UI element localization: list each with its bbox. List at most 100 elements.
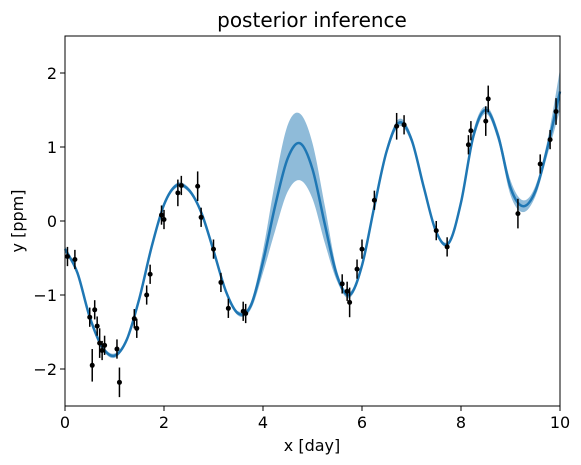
point-marker <box>147 271 153 277</box>
data-point <box>537 154 543 174</box>
plot-area <box>63 69 562 398</box>
y-tick-label: 2 <box>47 64 57 83</box>
point-marker <box>195 183 201 189</box>
point-marker <box>344 288 350 294</box>
data-point <box>371 190 377 210</box>
point-marker <box>114 346 120 352</box>
data-point <box>225 298 231 318</box>
data-point <box>547 129 553 150</box>
point-marker <box>243 311 249 316</box>
data-point <box>347 287 353 318</box>
y-tick-label: −1 <box>33 286 57 305</box>
data-point <box>515 198 521 229</box>
point-marker <box>116 379 122 385</box>
data-point <box>114 339 120 359</box>
data-point <box>344 281 350 301</box>
data-point <box>198 207 204 227</box>
point-marker <box>547 137 553 143</box>
data-point <box>97 328 103 358</box>
point-marker <box>218 279 224 285</box>
data-point <box>394 112 400 140</box>
points-layer <box>64 85 559 398</box>
point-marker <box>553 108 559 114</box>
point-marker <box>394 123 400 129</box>
data-point <box>485 85 491 113</box>
data-point <box>72 249 78 270</box>
data-point <box>243 303 249 324</box>
data-point <box>218 272 224 293</box>
point-marker <box>225 305 231 311</box>
point-marker <box>347 299 353 305</box>
data-point <box>87 307 93 327</box>
point-marker <box>359 246 365 252</box>
point-marker <box>99 348 105 353</box>
data-point <box>553 98 559 125</box>
data-point <box>339 274 345 294</box>
point-marker <box>483 118 489 124</box>
x-tick-label: 8 <box>456 413 466 432</box>
data-point <box>99 340 105 361</box>
point-marker <box>89 362 95 368</box>
point-marker <box>401 122 407 128</box>
point-marker <box>102 342 108 348</box>
point-marker <box>354 266 360 272</box>
point-marker <box>468 128 474 134</box>
point-marker <box>515 211 521 217</box>
data-point <box>94 316 100 336</box>
chart-title: posterior inference <box>217 8 407 32</box>
data-point <box>131 309 137 329</box>
point-marker <box>433 228 439 234</box>
point-marker <box>134 325 140 331</box>
data-point <box>147 264 153 284</box>
y-tick-label: 0 <box>47 212 57 231</box>
data-point <box>444 237 450 257</box>
data-point <box>102 335 108 355</box>
y-tick-label: 1 <box>47 138 57 157</box>
point-marker <box>94 323 100 329</box>
data-point <box>178 175 184 196</box>
x-tick-label: 4 <box>258 413 268 432</box>
point-marker <box>72 256 78 262</box>
x-tick-label: 6 <box>357 413 367 432</box>
point-marker <box>144 292 150 298</box>
data-point <box>483 106 489 136</box>
mean-line <box>63 91 562 358</box>
data-point <box>89 349 95 382</box>
data-point <box>116 367 122 398</box>
point-marker <box>92 307 98 313</box>
point-marker <box>444 244 450 250</box>
point-marker <box>485 96 491 102</box>
data-point <box>401 115 407 135</box>
data-point <box>144 285 150 305</box>
data-point <box>433 221 439 241</box>
point-marker <box>64 254 70 260</box>
y-tick-label: −2 <box>33 360 57 379</box>
data-point <box>465 135 471 155</box>
point-marker <box>537 161 543 167</box>
point-marker <box>175 190 181 196</box>
data-point <box>468 121 474 141</box>
data-point <box>92 300 98 320</box>
point-marker <box>159 212 165 218</box>
axes-frame <box>64 35 561 407</box>
point-marker <box>339 281 345 287</box>
y-axis-label: y [ppm] <box>8 190 27 253</box>
point-marker <box>161 217 167 223</box>
mean-layer <box>63 91 562 358</box>
x-tick-label: 10 <box>550 413 570 432</box>
data-point <box>175 179 181 207</box>
x-axis-ticks: 0 2 4 6 8 10 <box>60 406 570 432</box>
point-marker <box>211 246 216 252</box>
data-point <box>161 209 167 230</box>
point-marker <box>178 182 184 188</box>
point-marker <box>465 142 471 148</box>
data-point <box>195 171 201 202</box>
point-marker <box>97 340 103 346</box>
y-axis-ticks: −2 −1 0 1 2 <box>33 64 65 379</box>
data-point <box>134 318 140 338</box>
data-point <box>211 239 216 259</box>
data-point <box>354 259 360 279</box>
data-point <box>64 246 70 267</box>
point-marker <box>87 314 93 320</box>
